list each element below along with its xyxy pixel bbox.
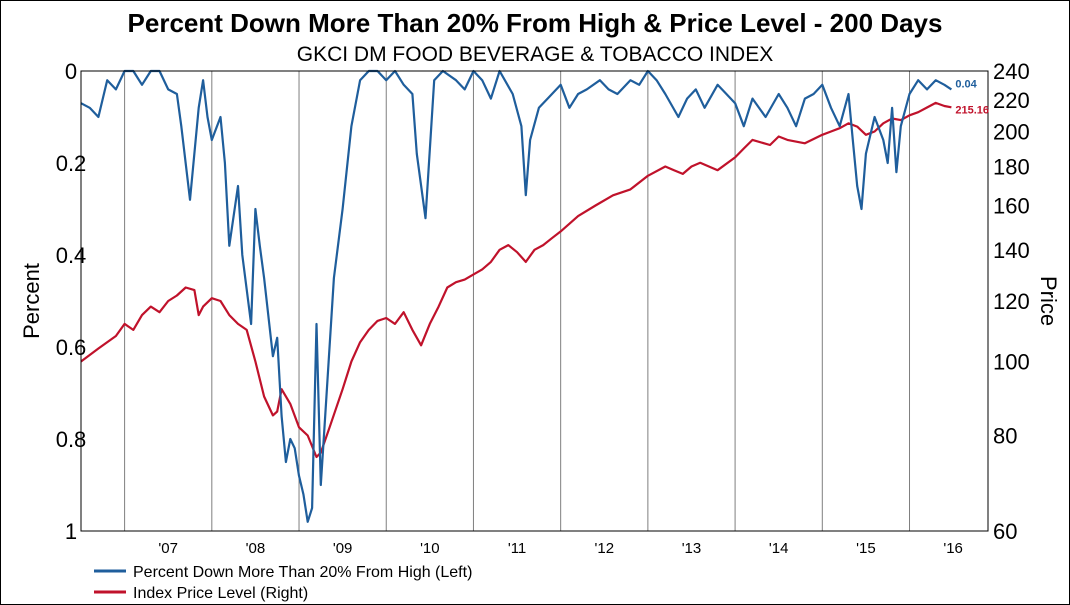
x-tick-label: '16 — [943, 540, 963, 557]
left-tick-label: 1 — [65, 519, 77, 544]
left-tick-label: 0.8 — [56, 427, 87, 452]
right-tick-label: 60 — [993, 519, 1017, 544]
right-tick-label: 140 — [993, 238, 1030, 263]
legend: Percent Down More Than 20% From High (Le… — [94, 564, 472, 602]
series-end-label: 215.16 — [955, 104, 989, 116]
legend-label-percent: Percent Down More Than 20% From High (Le… — [133, 564, 472, 581]
right-tick-label: 180 — [993, 154, 1030, 179]
x-tick-label: '07 — [158, 540, 178, 557]
legend-label-price: Index Price Level (Right) — [133, 585, 308, 602]
right-axis-label: Price — [1036, 276, 1061, 326]
right-tick-label: 240 — [993, 59, 1030, 84]
right-tick-label: 120 — [993, 289, 1030, 314]
vertical-grid — [124, 71, 911, 531]
right-tick-label: 220 — [993, 88, 1030, 113]
x-tick-label: '15 — [856, 540, 876, 557]
x-tick-label: '11 — [508, 540, 526, 557]
right-tick-label: 200 — [993, 119, 1030, 144]
x-tick-label: '09 — [333, 540, 353, 557]
left-axis-ticks: 0 0.2 0.4 0.6 0.8 1 — [56, 59, 87, 544]
x-tick-label: '10 — [420, 540, 440, 557]
chart-title: Percent Down More Than 20% From High & P… — [128, 8, 943, 38]
left-tick-label: 0.4 — [56, 243, 87, 268]
left-tick-label: 0.2 — [56, 151, 87, 176]
x-tick-label: '08 — [246, 540, 266, 557]
left-axis-label: Percent — [19, 263, 44, 339]
right-axis-ticks: 60 80 100 120 140 160 180 200 220 240 — [993, 59, 1030, 544]
chart-subtitle: GKCI DM FOOD BEVERAGE & TOBACCO INDEX — [297, 43, 773, 66]
right-tick-label: 100 — [993, 349, 1030, 374]
right-tick-label: 80 — [993, 424, 1017, 449]
plot-area — [80, 70, 989, 532]
series-end-label: 0.04 — [955, 78, 977, 90]
x-axis-ticks: '07 '08 '09 '10 '11 '12 '13 '14 '15 '16 — [158, 540, 962, 557]
series-line-price-level — [80, 101, 952, 459]
left-tick-label: 0 — [65, 59, 77, 84]
right-tick-label: 160 — [993, 194, 1030, 219]
left-tick-label: 0.6 — [56, 335, 87, 360]
x-tick-label: '14 — [769, 540, 789, 557]
x-tick-label: '13 — [682, 540, 702, 557]
x-tick-label: '12 — [594, 540, 614, 557]
end-labels: 0.04 215.16 — [955, 78, 989, 116]
